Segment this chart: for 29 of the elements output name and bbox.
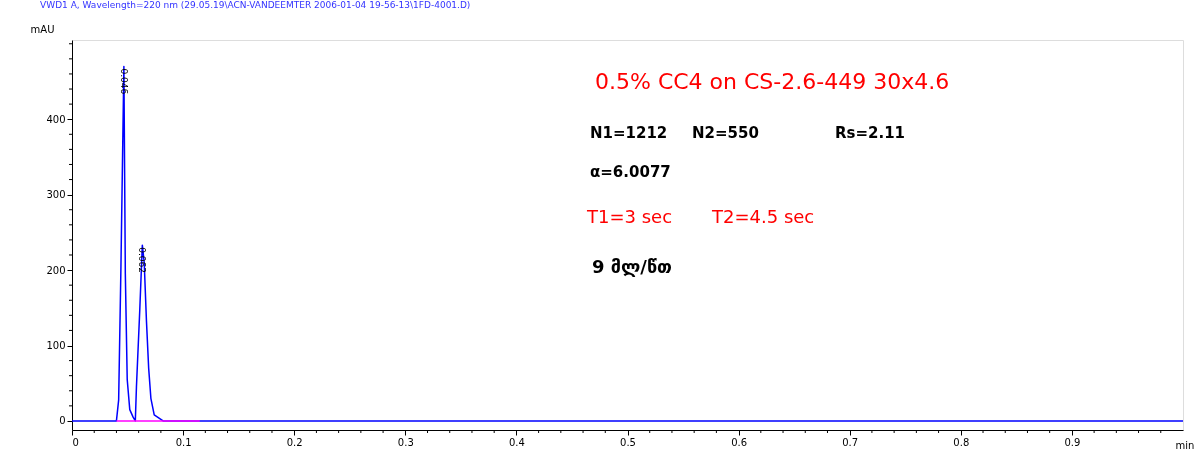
x-tick-label: 0.1 (175, 436, 192, 448)
x-tick-label: 0.8 (953, 436, 970, 448)
annotation: T1=3 sec (586, 206, 673, 227)
x-tick-label: 0.3 (397, 436, 414, 448)
x-axis-title: min (1175, 439, 1195, 451)
x-tick-label: 0.6 (731, 436, 748, 448)
y-tick-label: 400 (46, 113, 66, 125)
x-tick-label: 0.2 (286, 436, 303, 448)
x-tick-label: 0.9 (1064, 436, 1081, 448)
annotation: N2=550 (692, 124, 759, 142)
y-axis-title: mAU (30, 23, 55, 35)
annotation: N1=1212 (590, 124, 668, 142)
x-tick-label: 0.4 (508, 436, 525, 448)
x-tick-label: 0 (72, 436, 79, 448)
x-tick-label: 0.7 (842, 436, 859, 448)
annotation: α=6.0077 (590, 163, 671, 181)
x-tick-label: 0.5 (620, 436, 636, 448)
line-series (72, 65, 1183, 422)
annotation: Rs=2.11 (835, 124, 906, 142)
annotation: T2=4.5 sec (711, 206, 815, 227)
chart-title: VWD1 A, Wavelength=220 nm (29.05.19\ACN-VANDEEMTER 2006-01-04 19-56-13\1FD-4001.D) (40, 0, 471, 10)
y-tick-label: 300 (46, 189, 66, 201)
annotation: 0.5% CC4 on CS-2.6-449 30x4.6 (595, 69, 950, 94)
annotation: 0.062 (137, 247, 148, 273)
y-tick-label: 200 (46, 264, 66, 276)
annotation: 9 მლ/წთ (592, 256, 672, 277)
annotation: 0.046 (118, 68, 129, 95)
y-tick-label: 100 (46, 340, 66, 352)
y-tick-label: 0 (59, 415, 66, 427)
